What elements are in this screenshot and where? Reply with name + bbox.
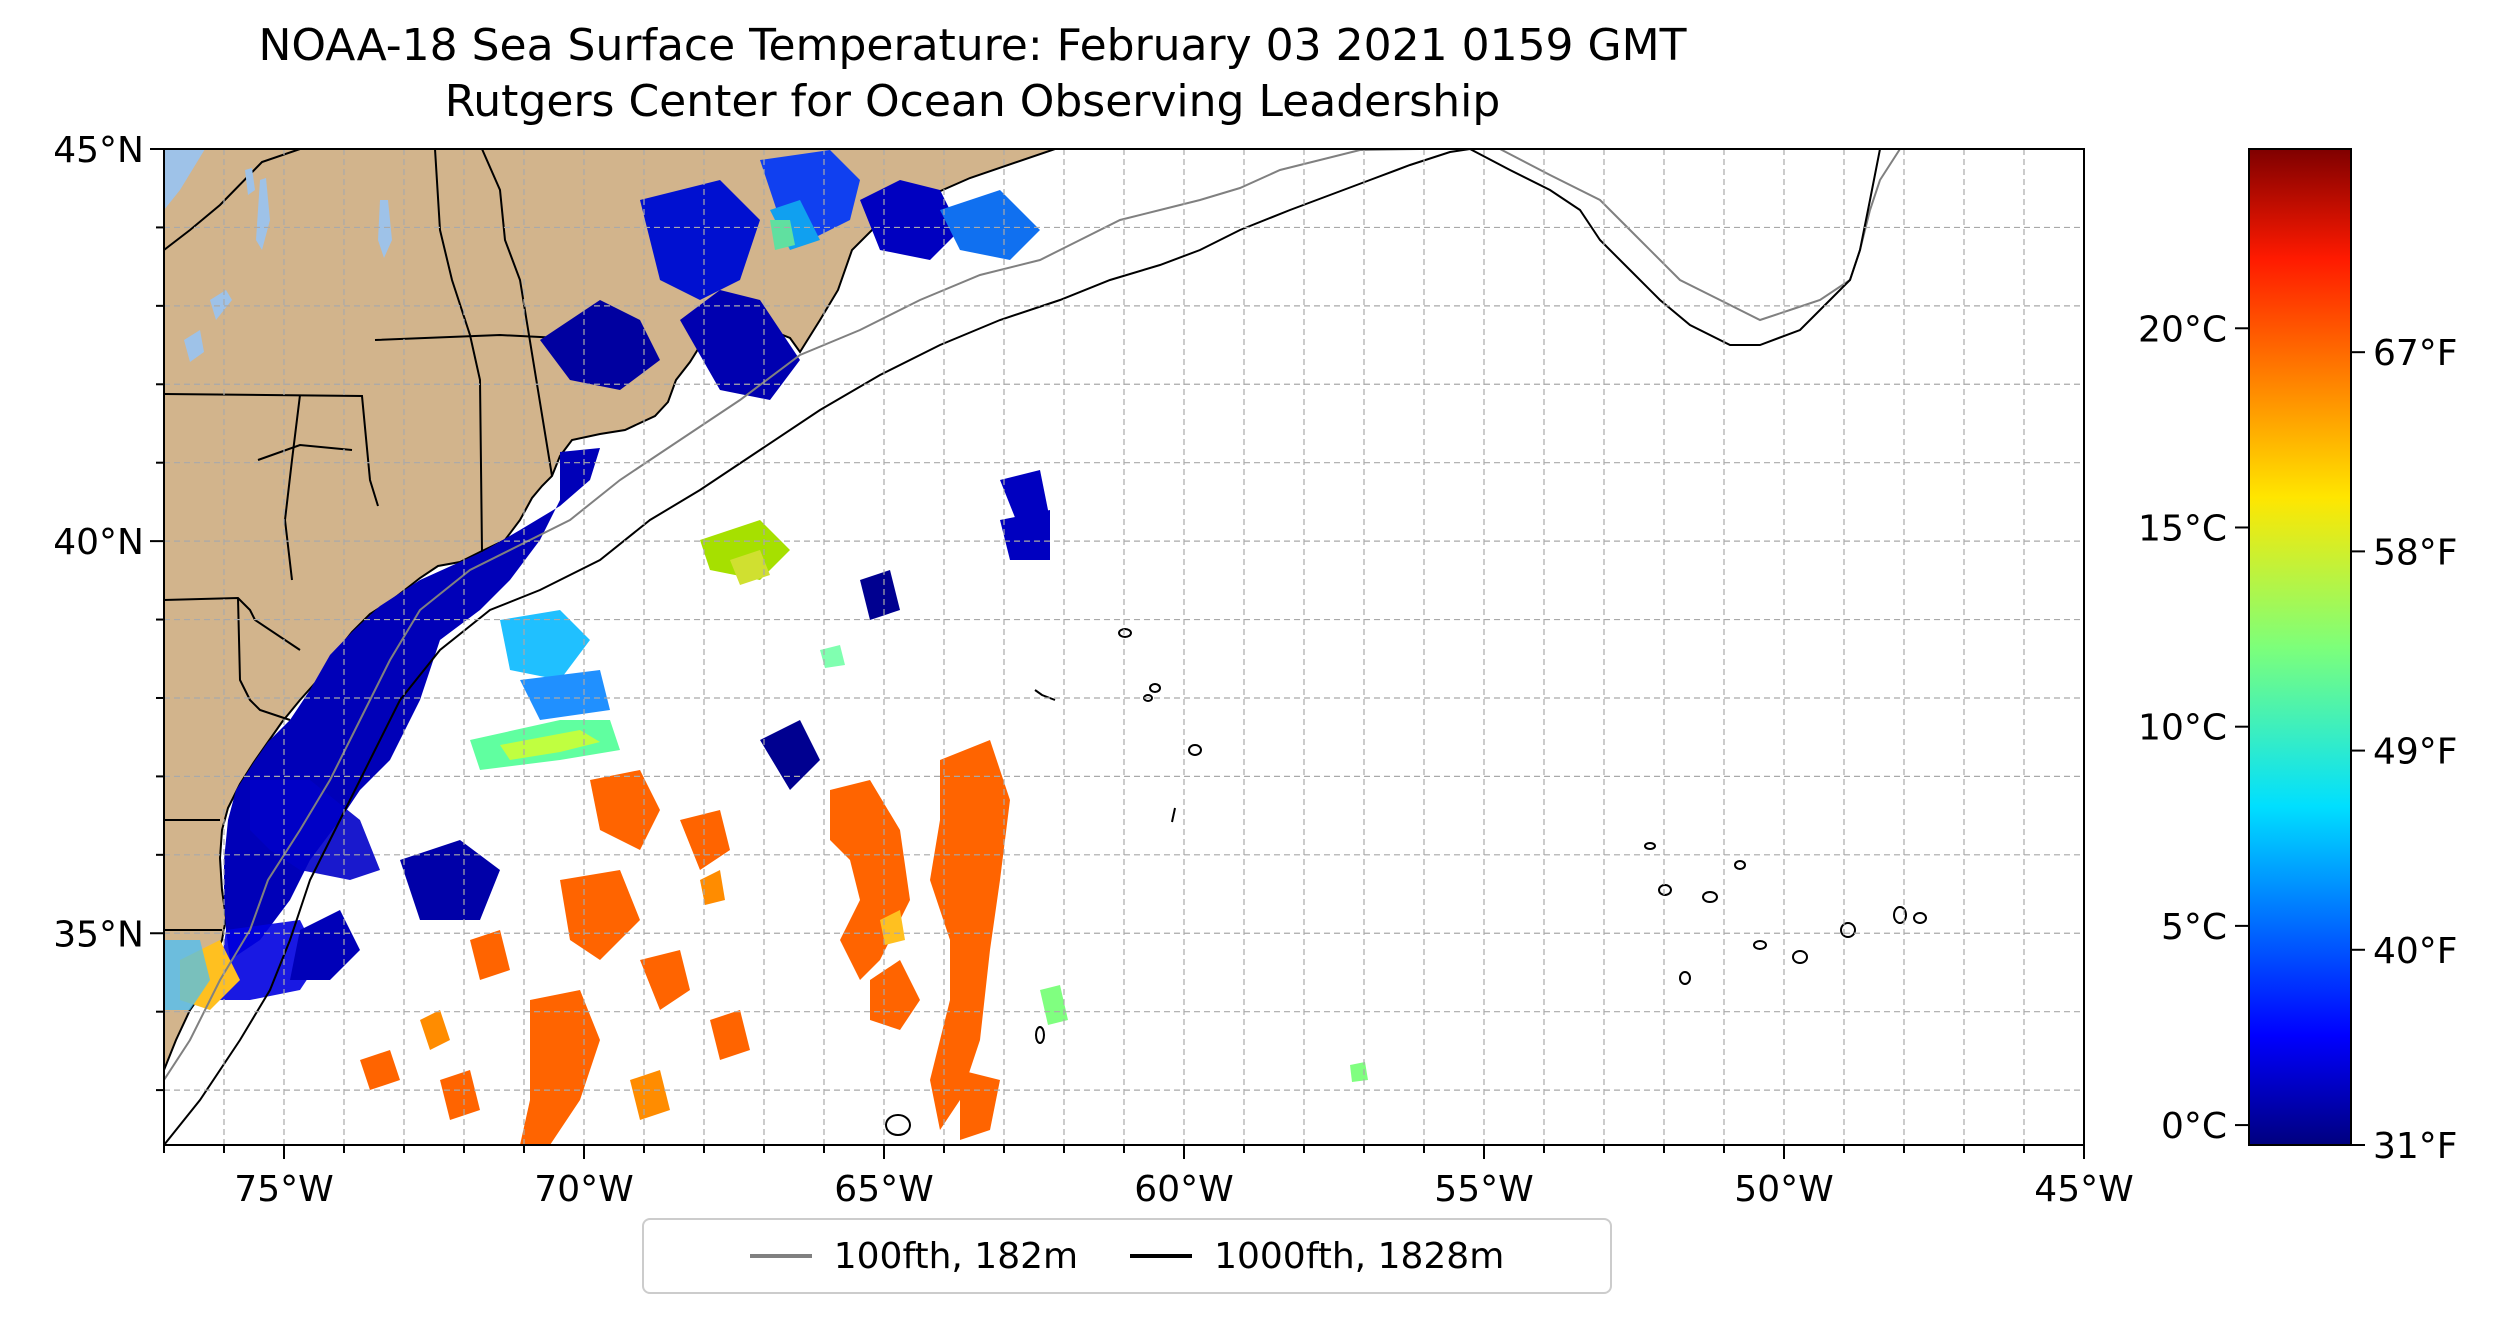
map-title: NOAA-18 Sea Surface Temperature: Februar… [258, 20, 1687, 71]
legend-label: 100fth, 182m [833, 1235, 1079, 1277]
lon-tick-label: 45°W [2034, 1169, 2133, 1210]
axis-ticks: 75°W 70°W 65°W 60°W 55°W 50°W 45°W 45°N 40°N 35°N [53, 130, 2133, 1210]
state-borders [164, 149, 561, 931]
isobath-100fth [164, 149, 1901, 1081]
lon-tick-label: 75°W [234, 1169, 333, 1210]
lat-tick-label: 45°N [53, 130, 144, 171]
celsius-tick-label: 20°C [2138, 309, 2227, 350]
lakes [164, 149, 392, 362]
gridlines [164, 149, 2084, 1145]
fahrenheit-tick-label: 49°F [2373, 732, 2458, 773]
fahrenheit-tick-label: 58°F [2373, 532, 2458, 573]
legend-swatch-black [1130, 1254, 1193, 1258]
land-mass [164, 149, 1056, 1071]
fahrenheit-tick-label: 67°F [2373, 333, 2458, 374]
lon-tick-label: 60°W [1134, 1169, 1233, 1210]
celsius-tick-label: 0°C [2161, 1106, 2227, 1147]
lon-tick-label: 70°W [534, 1169, 633, 1210]
isobath-legend: 100fth, 182m 1000fth, 1828m [642, 1218, 1612, 1294]
lon-tick-label: 50°W [1734, 1169, 1833, 1210]
legend-item-1000fth: 1000fth, 1828m [1130, 1236, 1504, 1277]
lon-tick-label: 65°W [834, 1169, 933, 1210]
lat-tick-label: 35°N [53, 914, 144, 955]
legend-swatch-gray [749, 1254, 812, 1258]
fahrenheit-tick-label: 31°F [2373, 1126, 2458, 1167]
legend-label: 1000fth, 1828m [1214, 1235, 1505, 1277]
colorbar [2248, 148, 2352, 1146]
celsius-tick-label: 5°C [2161, 907, 2227, 948]
legend-item-100fth: 100fth, 182m [749, 1235, 1079, 1277]
fahrenheit-tick-label: 40°F [2373, 931, 2458, 972]
lon-tick-label: 55°W [1434, 1169, 1533, 1210]
isobath-1000fth [164, 149, 1881, 1145]
lat-tick-label: 40°N [53, 522, 144, 563]
sst-coverage [164, 150, 1368, 1145]
seamounts [885, 628, 1927, 1136]
map-subtitle: Rutgers Center for Ocean Observing Leade… [444, 76, 1501, 127]
colorbar-ticks: 0°C 5°C 10°C 15°C 20°C 31°F 40°F 49°F 58°F 67°F [2138, 309, 2457, 1167]
celsius-tick-label: 15°C [2138, 508, 2227, 549]
celsius-tick-label: 10°C [2138, 708, 2227, 749]
